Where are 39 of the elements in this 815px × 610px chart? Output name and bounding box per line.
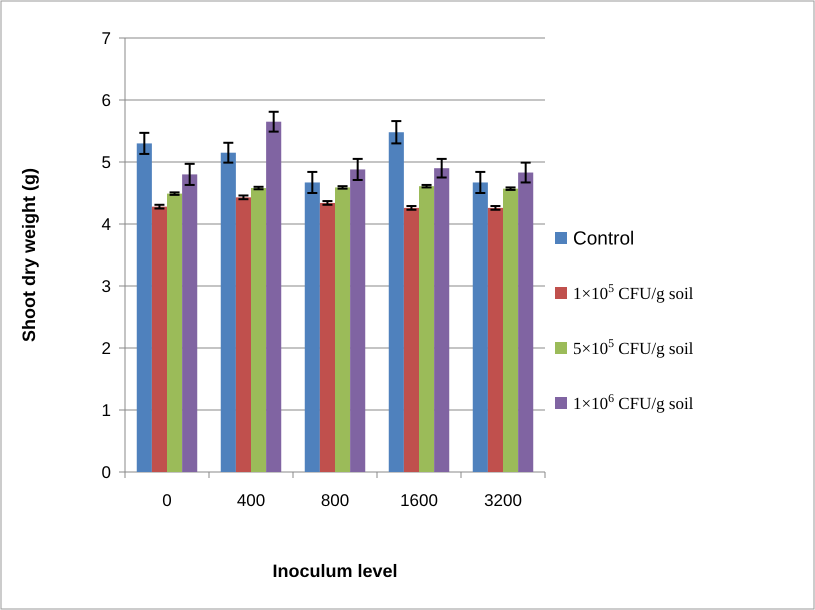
bar: [251, 188, 266, 472]
y-tick-label: 6: [102, 90, 111, 110]
bar: [503, 188, 518, 472]
legend-label: 5×10$^{5}$ CFU/g soil: [573, 336, 694, 358]
y-tick-label: 1: [102, 400, 111, 420]
bar: [220, 152, 236, 472]
bar: [350, 169, 366, 472]
x-tick-label: 3200: [484, 491, 522, 510]
bar: [266, 122, 282, 472]
bar: [472, 182, 488, 472]
bar: [488, 208, 503, 472]
x-tick-label: 400: [236, 491, 266, 510]
legend-label: 1×10$^{6}$ CFU/g soil: [573, 390, 694, 413]
x-tick-label: 800: [320, 491, 350, 510]
y-tick-label: 5: [102, 152, 111, 172]
legend-label: 1×10$^{5}$ CFU/g soil: [573, 280, 694, 303]
x-tick-label: 0: [162, 491, 172, 510]
x-tick-label: 1600: [400, 491, 438, 510]
bar: [136, 143, 152, 472]
bar: [167, 194, 182, 472]
y-tick-label: 4: [102, 214, 111, 234]
bar: [388, 132, 404, 472]
bar: [434, 168, 450, 472]
x-axis-title: Inoculum level: [272, 561, 398, 581]
y-axis-title: Shoot dry weight (g): [19, 168, 39, 342]
bar: [518, 172, 534, 472]
y-tick-label: 3: [102, 276, 111, 296]
bar: [419, 186, 434, 472]
y-tick-label: 7: [102, 28, 111, 48]
y-tick-label: 0: [102, 462, 111, 482]
legend-label: Control: [573, 228, 634, 250]
bar: [304, 182, 320, 472]
bar: [335, 187, 350, 472]
y-tick-label: 2: [102, 338, 111, 358]
bar: [152, 206, 167, 472]
bar: [404, 208, 419, 472]
bar: [236, 197, 251, 472]
bar: [320, 202, 335, 472]
bar: [182, 174, 198, 472]
